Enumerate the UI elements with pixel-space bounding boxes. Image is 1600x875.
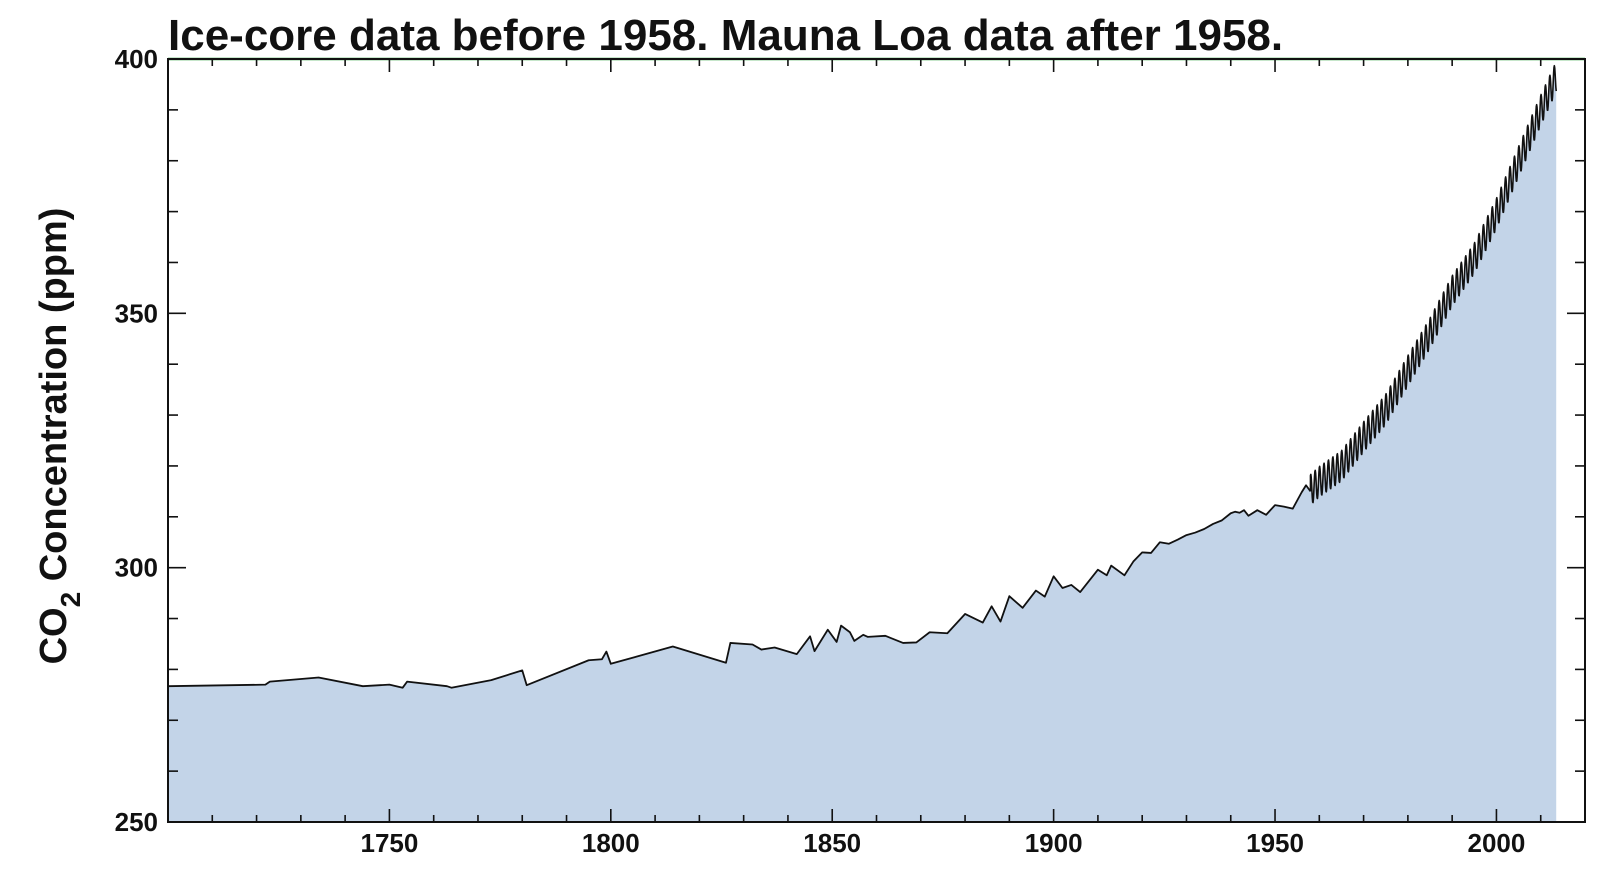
x-tick-label: 2000 [1468,828,1526,858]
plot-area: 1750 1800 1850 1900 1950 2000 250 300 350 400 [115,44,1586,858]
y-tick-label: 400 [115,44,158,74]
x-tick-label: 1950 [1246,828,1304,858]
mauna-loa-series-line [1309,64,1558,504]
y-axis-label-main: CO [33,607,75,664]
svg-text:CO2 Concentration (ppm): CO2 Concentration (ppm) [33,208,86,665]
x-tick-label: 1900 [1025,828,1083,858]
y-tick-label: 300 [115,553,158,583]
y-axis-label-subscript: 2 [55,592,86,608]
co2-area-fill [168,65,1557,823]
y-axis-label-rest: Concentration (ppm) [33,208,75,592]
y-tick-label: 350 [115,298,158,328]
x-tick-label: 1800 [582,828,640,858]
ice-core-series-line [167,484,1312,689]
y-axis-label: CO2 Concentration (ppm) [33,208,86,665]
y-tick-label: 250 [115,807,158,837]
x-tick-label: 1750 [360,828,418,858]
chart-title: Ice-core data before 1958. Mauna Loa dat… [168,11,1283,60]
x-tick-label: 1850 [803,828,861,858]
